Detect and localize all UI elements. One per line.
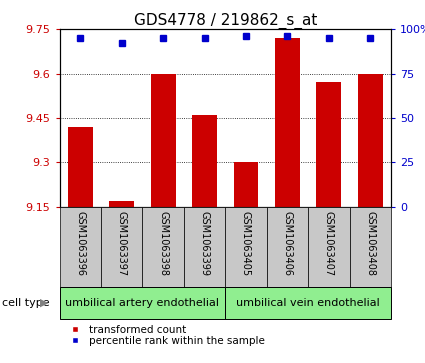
Bar	[308, 207, 349, 287]
Text: GSM1063408: GSM1063408	[365, 211, 375, 276]
Bar	[101, 207, 142, 287]
Text: GSM1063398: GSM1063398	[158, 211, 168, 276]
Bar	[267, 207, 308, 287]
Text: GSM1063405: GSM1063405	[241, 211, 251, 276]
Bar	[184, 207, 225, 287]
Bar	[142, 207, 184, 287]
Text: umbilical vein endothelial: umbilical vein endothelial	[236, 298, 380, 308]
Text: ▶: ▶	[40, 298, 49, 308]
Bar	[358, 73, 382, 207]
Bar	[349, 207, 391, 287]
Bar	[150, 73, 176, 207]
Text: GSM1063397: GSM1063397	[116, 211, 127, 276]
Bar	[225, 207, 267, 287]
Bar	[225, 287, 391, 319]
Bar	[316, 82, 341, 207]
Bar	[60, 207, 101, 287]
Bar	[192, 115, 217, 207]
Bar	[60, 287, 225, 319]
Text: GSM1063407: GSM1063407	[324, 211, 334, 276]
Text: GSM1063406: GSM1063406	[282, 211, 292, 276]
Bar	[68, 127, 93, 207]
Text: cell type: cell type	[2, 298, 50, 308]
Text: GSM1063399: GSM1063399	[199, 211, 210, 276]
Text: GSM1063396: GSM1063396	[75, 211, 85, 276]
Bar	[109, 201, 134, 207]
Title: GDS4778 / 219862_s_at: GDS4778 / 219862_s_at	[133, 13, 317, 29]
Legend: transformed count, percentile rank within the sample: transformed count, percentile rank withi…	[65, 325, 264, 346]
Bar	[275, 38, 300, 207]
Bar	[234, 162, 258, 207]
Text: umbilical artery endothelial: umbilical artery endothelial	[65, 298, 219, 308]
